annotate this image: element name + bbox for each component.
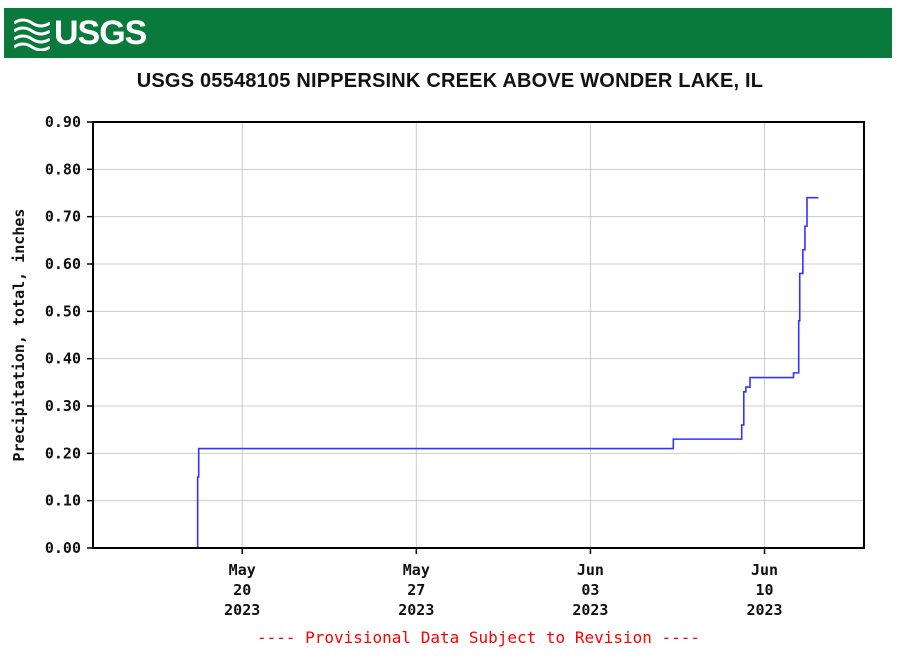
x-tick-label-month: May <box>229 561 256 579</box>
x-tick-label-day: 03 <box>581 581 599 599</box>
header-bar: USGS <box>4 8 892 58</box>
y-tick-label: 0.10 <box>45 492 81 510</box>
x-axis-ticks: May 20 2023 May 27 2023 Jun 03 2023 Jun 10 2023 <box>224 548 783 619</box>
y-axis-label: Precipitation, total, inches <box>10 209 28 462</box>
usgs-wave-icon <box>14 15 50 51</box>
y-tick-label: 0.20 <box>45 444 81 462</box>
x-tick-label-day: 10 <box>755 581 773 599</box>
grid-lines <box>93 122 864 548</box>
y-tick-label: 0.30 <box>45 397 81 415</box>
y-tick-label: 0.90 <box>45 113 81 131</box>
precipitation-series-line <box>93 196 819 549</box>
x-tick-label-year: 2023 <box>224 601 260 619</box>
x-tick-label-year: 2023 <box>398 601 434 619</box>
x-tick-label-month: Jun <box>577 561 604 579</box>
y-tick-label: 0.60 <box>45 255 81 273</box>
y-tick-label: 0.00 <box>45 539 81 557</box>
x-tick-label-month: Jun <box>751 561 778 579</box>
data-layer <box>93 196 819 549</box>
x-tick-label-day: 20 <box>233 581 251 599</box>
usgs-logo: USGS <box>14 14 147 52</box>
logo-text: USGS <box>54 14 147 52</box>
x-tick-label-year: 2023 <box>572 601 608 619</box>
provisional-data-note: ---- Provisional Data Subject to Revisio… <box>257 628 700 647</box>
y-axis-ticks: 0.00 0.10 0.20 0.30 0.40 0.50 0.60 0.70 0.80 0.90 <box>45 113 93 557</box>
x-tick-label-day: 27 <box>407 581 425 599</box>
plot-frame <box>92 121 865 549</box>
y-tick-label: 0.80 <box>45 160 81 178</box>
y-tick-label: 0.40 <box>45 350 81 368</box>
y-tick-label: 0.50 <box>45 302 81 320</box>
chart-title: USGS 05548105 NIPPERSINK CREEK ABOVE WON… <box>136 70 764 92</box>
x-tick-label-year: 2023 <box>746 601 782 619</box>
x-tick-label-month: May <box>403 561 430 579</box>
y-tick-label: 0.70 <box>45 208 81 226</box>
